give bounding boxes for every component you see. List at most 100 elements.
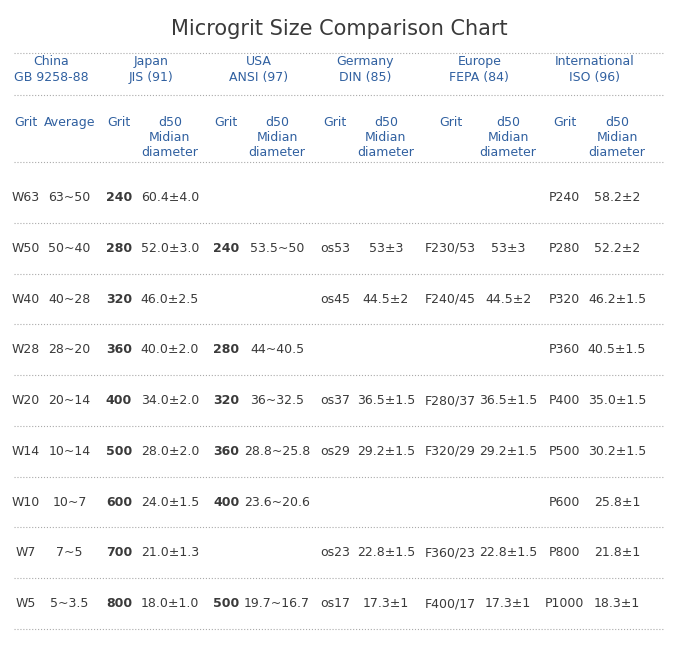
Text: Japan
JIS (91): Japan JIS (91) <box>129 55 174 83</box>
Text: os53: os53 <box>320 242 350 255</box>
Text: 360: 360 <box>106 343 132 356</box>
Text: USA
ANSI (97): USA ANSI (97) <box>228 55 288 83</box>
Text: 40.5±1.5: 40.5±1.5 <box>588 343 646 356</box>
Text: d50
Midian
diameter: d50 Midian diameter <box>589 116 645 159</box>
Text: F230/53: F230/53 <box>425 242 476 255</box>
Text: 600: 600 <box>106 495 132 508</box>
Text: 20~14: 20~14 <box>48 394 91 407</box>
Text: 280: 280 <box>106 242 132 255</box>
Text: 500: 500 <box>213 597 239 610</box>
Text: os37: os37 <box>320 394 350 407</box>
Text: 500: 500 <box>106 445 132 458</box>
Text: Grit: Grit <box>439 116 462 129</box>
Text: 25.8±1: 25.8±1 <box>594 495 640 508</box>
Text: os23: os23 <box>320 546 350 559</box>
Text: W28: W28 <box>12 343 39 356</box>
Text: Germany
DIN (85): Germany DIN (85) <box>337 55 394 83</box>
Text: W5: W5 <box>15 597 36 610</box>
Text: International
ISO (96): International ISO (96) <box>555 55 635 83</box>
Text: 320: 320 <box>106 293 132 306</box>
Text: P360: P360 <box>549 343 580 356</box>
Text: F240/45: F240/45 <box>425 293 476 306</box>
Text: 400: 400 <box>106 394 132 407</box>
Text: 28.8~25.8: 28.8~25.8 <box>244 445 310 458</box>
Text: os45: os45 <box>320 293 350 306</box>
Text: Grit: Grit <box>323 116 346 129</box>
Text: 46.0±2.5: 46.0±2.5 <box>141 293 199 306</box>
Text: 22.8±1.5: 22.8±1.5 <box>479 546 537 559</box>
Text: d50
Midian
diameter: d50 Midian diameter <box>480 116 536 159</box>
Text: 35.0±1.5: 35.0±1.5 <box>588 394 646 407</box>
Text: China
GB 9258-88: China GB 9258-88 <box>14 55 88 83</box>
Text: 36~32.5: 36~32.5 <box>250 394 304 407</box>
Text: P320: P320 <box>549 293 580 306</box>
Text: os17: os17 <box>320 597 350 610</box>
Text: P280: P280 <box>549 242 580 255</box>
Text: 44~40.5: 44~40.5 <box>250 343 304 356</box>
Text: 34.0±2.0: 34.0±2.0 <box>141 394 199 407</box>
Text: 17.3±1: 17.3±1 <box>485 597 532 610</box>
Text: 28~20: 28~20 <box>48 343 91 356</box>
Text: 18.3±1: 18.3±1 <box>594 597 640 610</box>
Text: 23.6~20.6: 23.6~20.6 <box>244 495 310 508</box>
Text: 18.0±1.0: 18.0±1.0 <box>140 597 199 610</box>
Text: 36.5±1.5: 36.5±1.5 <box>479 394 537 407</box>
Text: Grit: Grit <box>553 116 576 129</box>
Text: 52.2±2: 52.2±2 <box>594 242 640 255</box>
Text: d50
Midian
diameter: d50 Midian diameter <box>357 116 414 159</box>
Text: W10: W10 <box>12 495 39 508</box>
Text: 50~40: 50~40 <box>48 242 91 255</box>
Text: 280: 280 <box>213 343 239 356</box>
Text: 320: 320 <box>213 394 239 407</box>
Text: 10~14: 10~14 <box>48 445 91 458</box>
Text: 700: 700 <box>106 546 132 559</box>
Text: F400/17: F400/17 <box>425 597 476 610</box>
Text: 53±3: 53±3 <box>369 242 403 255</box>
Text: 40~28: 40~28 <box>48 293 91 306</box>
Text: P240: P240 <box>549 191 580 204</box>
Text: 28.0±2.0: 28.0±2.0 <box>140 445 199 458</box>
Text: 21.0±1.3: 21.0±1.3 <box>141 546 199 559</box>
Text: 46.2±1.5: 46.2±1.5 <box>588 293 646 306</box>
Text: Average: Average <box>44 116 95 129</box>
Text: 63~50: 63~50 <box>48 191 91 204</box>
Text: Grit: Grit <box>14 116 37 129</box>
Text: 60.4±4.0: 60.4±4.0 <box>141 191 199 204</box>
Text: 58.2±2: 58.2±2 <box>594 191 640 204</box>
Text: F320/29: F320/29 <box>425 445 476 458</box>
Text: P800: P800 <box>549 546 580 559</box>
Text: 40.0±2.0: 40.0±2.0 <box>140 343 199 356</box>
Text: W14: W14 <box>12 445 39 458</box>
Text: 7~5: 7~5 <box>56 546 83 559</box>
Text: Europe
FEPA (84): Europe FEPA (84) <box>450 55 509 83</box>
Text: Grit: Grit <box>107 116 131 129</box>
Text: 44.5±2: 44.5±2 <box>363 293 409 306</box>
Text: 10~7: 10~7 <box>52 495 87 508</box>
Text: P600: P600 <box>549 495 580 508</box>
Text: 5~3.5: 5~3.5 <box>50 597 89 610</box>
Text: P400: P400 <box>549 394 580 407</box>
Text: 24.0±1.5: 24.0±1.5 <box>141 495 199 508</box>
Text: Grit: Grit <box>214 116 238 129</box>
Text: P500: P500 <box>549 445 580 458</box>
Text: 36.5±1.5: 36.5±1.5 <box>357 394 415 407</box>
Text: 19.7~16.7: 19.7~16.7 <box>244 597 310 610</box>
Text: d50
Midian
diameter: d50 Midian diameter <box>142 116 198 159</box>
Text: 53±3: 53±3 <box>491 242 525 255</box>
Text: d50
Midian
diameter: d50 Midian diameter <box>249 116 305 159</box>
Text: 30.2±1.5: 30.2±1.5 <box>588 445 646 458</box>
Text: Microgrit Size Comparison Chart: Microgrit Size Comparison Chart <box>171 19 507 39</box>
Text: 21.8±1: 21.8±1 <box>594 546 640 559</box>
Text: 22.8±1.5: 22.8±1.5 <box>357 546 415 559</box>
Text: W20: W20 <box>12 394 39 407</box>
Text: os29: os29 <box>320 445 350 458</box>
Text: 17.3±1: 17.3±1 <box>363 597 409 610</box>
Text: F280/37: F280/37 <box>425 394 476 407</box>
Text: W50: W50 <box>12 242 39 255</box>
Text: 44.5±2: 44.5±2 <box>485 293 532 306</box>
Text: 800: 800 <box>106 597 132 610</box>
Text: W40: W40 <box>12 293 39 306</box>
Text: 360: 360 <box>213 445 239 458</box>
Text: 53.5~50: 53.5~50 <box>250 242 304 255</box>
Text: W7: W7 <box>15 546 36 559</box>
